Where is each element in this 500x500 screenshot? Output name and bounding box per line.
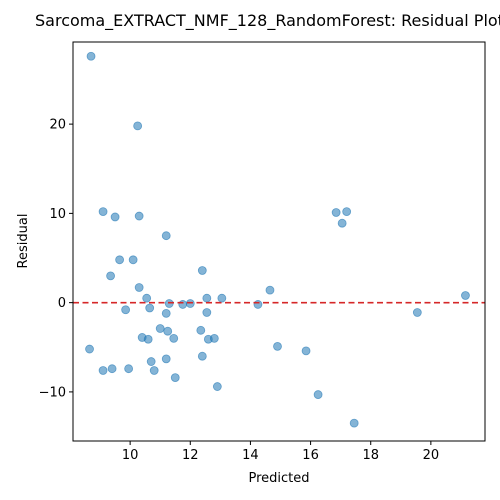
data-point — [149, 366, 159, 375]
data-point — [98, 366, 108, 375]
y-tick-label: −10 — [39, 385, 66, 400]
data-point — [202, 308, 212, 317]
data-point — [178, 300, 188, 309]
data-point — [143, 334, 153, 344]
data-point — [301, 346, 311, 356]
data-point — [313, 390, 323, 399]
data-point — [98, 207, 108, 216]
x-tick-label: 14 — [242, 448, 259, 463]
data-point — [202, 293, 212, 303]
data-point — [115, 255, 125, 265]
y-axis-label: Residual — [16, 214, 31, 269]
data-point — [133, 121, 143, 131]
plot-frame — [72, 41, 486, 442]
data-point — [124, 364, 134, 374]
data-point — [342, 207, 352, 216]
data-point — [196, 325, 206, 335]
data-point — [161, 231, 171, 241]
data-point — [217, 293, 227, 303]
data-point — [164, 299, 174, 308]
y-tick-label: 0 — [58, 296, 66, 311]
data-point — [106, 271, 115, 281]
data-point — [163, 326, 173, 336]
chart-title: Sarcoma_EXTRACT_NMF_128_RandomForest: Re… — [35, 11, 500, 31]
data-point — [169, 333, 179, 343]
data-point — [161, 354, 171, 364]
x-tick-label: 18 — [362, 448, 379, 463]
data-point — [134, 283, 144, 292]
data-point — [170, 373, 180, 383]
x-tick-label: 20 — [423, 448, 440, 463]
data-point — [145, 303, 155, 313]
data-point — [197, 266, 207, 275]
data-point — [161, 308, 171, 318]
x-tick-label: 12 — [182, 448, 199, 463]
data-point — [107, 364, 117, 374]
x-axis-label: Predicted — [248, 471, 309, 486]
data-point — [253, 300, 263, 309]
data-point — [128, 255, 138, 265]
data-point — [185, 299, 195, 308]
data-point — [110, 212, 120, 222]
data-point — [331, 208, 341, 217]
y-tick-label: 20 — [49, 118, 66, 133]
x-tick-label: 16 — [302, 448, 319, 463]
data-point — [212, 382, 222, 391]
plot-area — [85, 51, 470, 428]
data-point — [337, 218, 347, 228]
data-point — [86, 51, 96, 61]
data-point — [121, 305, 131, 315]
data-point — [209, 333, 219, 343]
data-point — [146, 357, 156, 366]
data-point — [155, 324, 165, 333]
data-point — [142, 293, 152, 303]
data-point — [412, 308, 422, 317]
data-point — [349, 418, 359, 428]
x-tick-label: 10 — [122, 448, 139, 463]
y-tick-label: 10 — [49, 207, 66, 222]
data-point — [85, 344, 94, 354]
data-point — [461, 291, 470, 300]
data-point — [134, 211, 144, 221]
data-point — [197, 351, 207, 361]
data-point — [273, 341, 282, 351]
data-point — [265, 285, 275, 295]
